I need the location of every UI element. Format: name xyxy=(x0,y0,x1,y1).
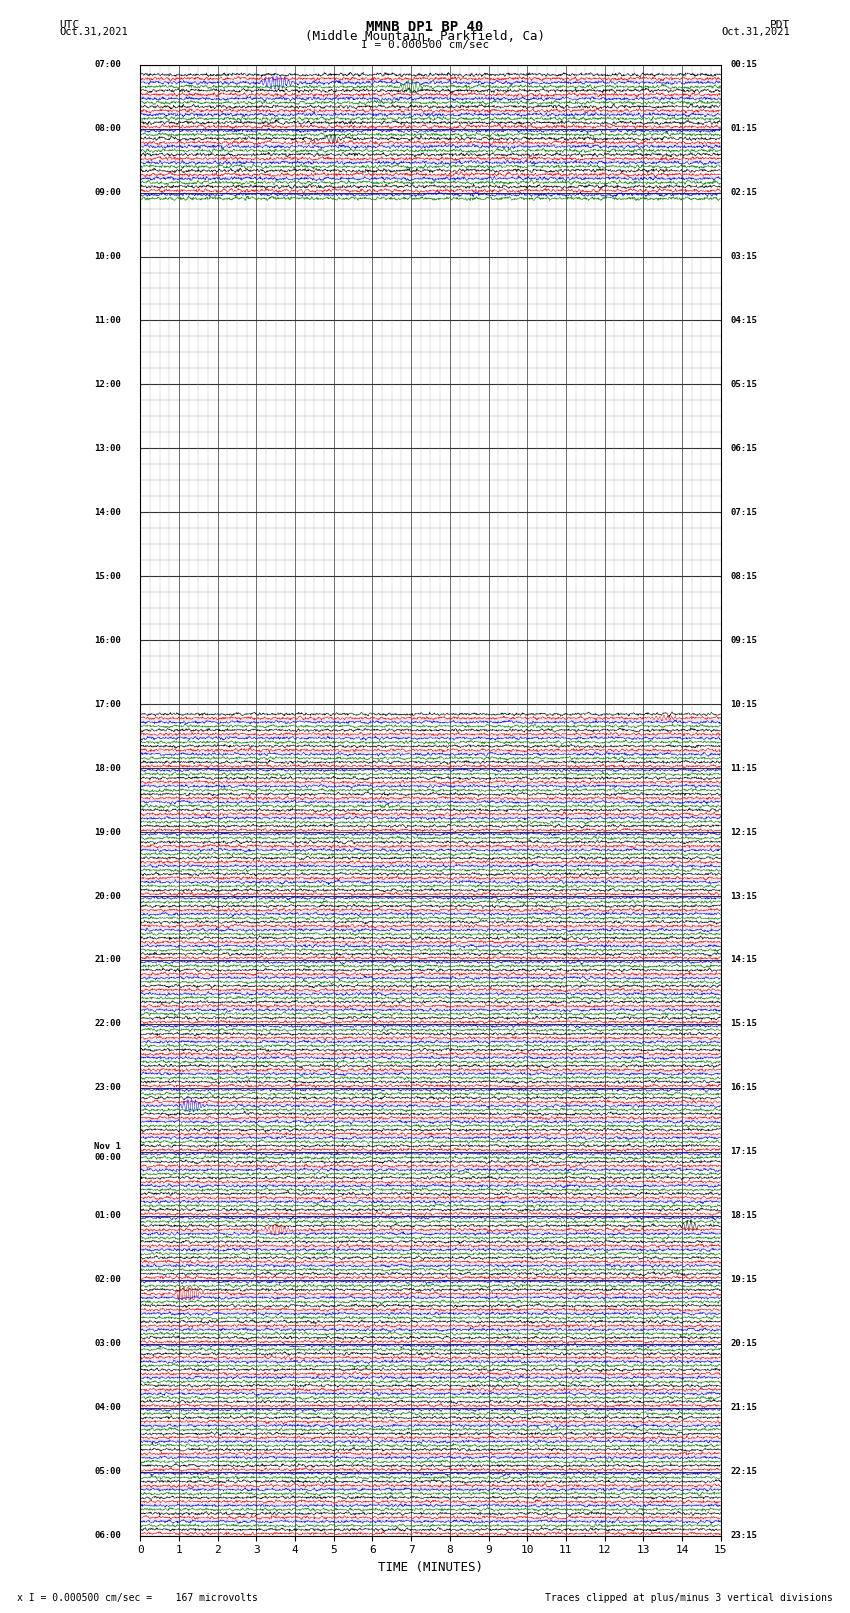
Text: 14:00: 14:00 xyxy=(94,508,121,516)
Text: 10:15: 10:15 xyxy=(730,700,757,708)
Text: 10:00: 10:00 xyxy=(94,252,121,261)
Text: Traces clipped at plus/minus 3 vertical divisions: Traces clipped at plus/minus 3 vertical … xyxy=(545,1594,833,1603)
Text: 08:00: 08:00 xyxy=(94,124,121,134)
Text: UTC: UTC xyxy=(60,19,80,31)
Text: 00:15: 00:15 xyxy=(730,60,757,69)
Text: 08:15: 08:15 xyxy=(730,571,757,581)
Text: (Middle Mountain, Parkfield, Ca): (Middle Mountain, Parkfield, Ca) xyxy=(305,31,545,44)
Text: 16:15: 16:15 xyxy=(730,1084,757,1092)
Text: 09:15: 09:15 xyxy=(730,636,757,645)
Text: 18:15: 18:15 xyxy=(730,1211,757,1221)
Text: 23:15: 23:15 xyxy=(730,1531,757,1540)
Text: 12:15: 12:15 xyxy=(730,827,757,837)
Text: 03:15: 03:15 xyxy=(730,252,757,261)
Text: 07:00: 07:00 xyxy=(94,60,121,69)
Text: 20:15: 20:15 xyxy=(730,1339,757,1348)
Text: 12:00: 12:00 xyxy=(94,381,121,389)
Text: Nov 1
00:00: Nov 1 00:00 xyxy=(94,1142,121,1161)
Text: 17:00: 17:00 xyxy=(94,700,121,708)
Text: 02:00: 02:00 xyxy=(94,1276,121,1284)
Text: 21:15: 21:15 xyxy=(730,1403,757,1411)
Text: x I = 0.000500 cm/sec =    167 microvolts: x I = 0.000500 cm/sec = 167 microvolts xyxy=(17,1594,258,1603)
Text: 05:15: 05:15 xyxy=(730,381,757,389)
Text: PDT: PDT xyxy=(770,19,790,31)
Text: 14:15: 14:15 xyxy=(730,955,757,965)
Text: Oct.31,2021: Oct.31,2021 xyxy=(60,26,128,37)
Text: 22:15: 22:15 xyxy=(730,1468,757,1476)
Text: I = 0.000500 cm/sec: I = 0.000500 cm/sec xyxy=(361,39,489,50)
Text: 13:00: 13:00 xyxy=(94,444,121,453)
Text: 15:15: 15:15 xyxy=(730,1019,757,1029)
Text: 22:00: 22:00 xyxy=(94,1019,121,1029)
Text: 19:15: 19:15 xyxy=(730,1276,757,1284)
Text: 18:00: 18:00 xyxy=(94,763,121,773)
Text: 23:00: 23:00 xyxy=(94,1084,121,1092)
Text: 03:00: 03:00 xyxy=(94,1339,121,1348)
Text: Oct.31,2021: Oct.31,2021 xyxy=(722,26,790,37)
Text: 05:00: 05:00 xyxy=(94,1468,121,1476)
X-axis label: TIME (MINUTES): TIME (MINUTES) xyxy=(378,1561,483,1574)
Text: 01:00: 01:00 xyxy=(94,1211,121,1221)
Text: 13:15: 13:15 xyxy=(730,892,757,900)
Text: 11:00: 11:00 xyxy=(94,316,121,324)
Text: MMNB DP1 BP 40: MMNB DP1 BP 40 xyxy=(366,19,484,34)
Text: 20:00: 20:00 xyxy=(94,892,121,900)
Text: 06:00: 06:00 xyxy=(94,1531,121,1540)
Text: 01:15: 01:15 xyxy=(730,124,757,134)
Text: 19:00: 19:00 xyxy=(94,827,121,837)
Text: 11:15: 11:15 xyxy=(730,763,757,773)
Text: 04:00: 04:00 xyxy=(94,1403,121,1411)
Text: 17:15: 17:15 xyxy=(730,1147,757,1157)
Text: 09:00: 09:00 xyxy=(94,189,121,197)
Text: 16:00: 16:00 xyxy=(94,636,121,645)
Text: 02:15: 02:15 xyxy=(730,189,757,197)
Text: 06:15: 06:15 xyxy=(730,444,757,453)
Text: 21:00: 21:00 xyxy=(94,955,121,965)
Text: 04:15: 04:15 xyxy=(730,316,757,324)
Text: 15:00: 15:00 xyxy=(94,571,121,581)
Text: 07:15: 07:15 xyxy=(730,508,757,516)
